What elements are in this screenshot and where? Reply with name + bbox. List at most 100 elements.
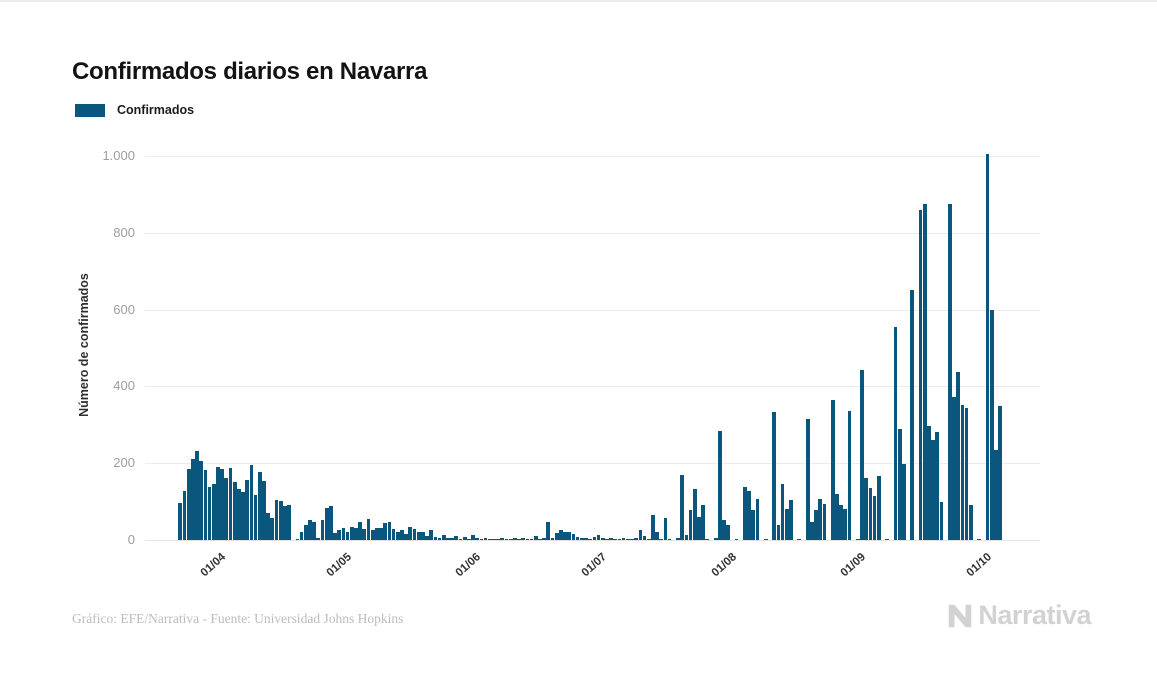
x-tick-label: 01/04 [198, 551, 229, 580]
bar [458, 538, 463, 540]
bar [550, 538, 555, 540]
y-tick-label: 600 [113, 301, 135, 317]
bar [316, 538, 321, 540]
bar [245, 480, 250, 540]
bar [412, 529, 417, 540]
bar [571, 534, 576, 540]
bar [567, 532, 572, 540]
gridline [145, 386, 1040, 388]
bar [220, 468, 224, 540]
bar [805, 419, 810, 540]
bar [947, 204, 952, 540]
bar [408, 526, 413, 540]
bar [492, 538, 496, 540]
bar [228, 468, 233, 540]
bar [692, 488, 697, 540]
bar [747, 490, 751, 540]
bar [605, 539, 609, 540]
bar [521, 537, 526, 540]
bar [270, 518, 275, 540]
bar [416, 532, 421, 540]
bar [830, 399, 835, 540]
bar [274, 499, 279, 540]
y-tick-label: 800 [113, 224, 135, 240]
bar [935, 431, 940, 540]
bar [751, 510, 756, 540]
bar [182, 491, 187, 540]
bar [617, 539, 622, 540]
bar [508, 539, 513, 540]
bar [630, 538, 634, 540]
bar [809, 521, 814, 540]
bar [391, 529, 396, 540]
bar [446, 537, 450, 540]
bar [299, 531, 304, 540]
bar [676, 538, 680, 540]
bar [763, 538, 768, 540]
gridline [145, 309, 1040, 311]
bar [241, 492, 245, 540]
bar [195, 450, 199, 540]
bar [839, 505, 843, 540]
bar [998, 405, 1002, 540]
bar [818, 498, 823, 540]
bar [667, 538, 672, 540]
narrativa-logo-icon [949, 604, 972, 627]
bar [278, 501, 283, 540]
bar [362, 529, 367, 540]
bar [625, 539, 630, 540]
bar [295, 538, 300, 540]
bar [237, 488, 241, 540]
bar [918, 209, 923, 540]
bar [663, 518, 668, 540]
bar [216, 466, 220, 540]
bar [717, 430, 722, 540]
bar [467, 539, 471, 540]
bar [538, 539, 542, 540]
legend-swatch-icon [75, 103, 105, 117]
bar [366, 518, 371, 540]
bar [855, 539, 860, 540]
bar [993, 449, 998, 540]
bar [483, 537, 488, 540]
legend-label: Confirmados [117, 103, 195, 117]
bar [588, 538, 593, 540]
bar [705, 539, 710, 540]
bar [609, 538, 613, 540]
bar [329, 506, 333, 540]
bar [186, 469, 191, 540]
bar [600, 538, 605, 540]
bar [207, 487, 212, 540]
bar [843, 508, 848, 540]
bar [642, 536, 647, 540]
bar [462, 536, 467, 540]
bar [860, 369, 864, 540]
bar [203, 470, 208, 540]
bar [684, 535, 689, 540]
bar [897, 428, 902, 540]
bar [726, 524, 731, 540]
bar [525, 539, 530, 540]
bar [450, 538, 455, 540]
bar [621, 537, 626, 540]
bar [755, 498, 760, 540]
y-axis-title-text: Número de confirmados [77, 273, 91, 417]
bar [743, 486, 747, 540]
bar [893, 326, 898, 540]
bar [425, 536, 429, 540]
bar [253, 494, 258, 540]
bar [337, 530, 342, 540]
bar [400, 530, 404, 540]
bar [504, 539, 509, 540]
bar [303, 525, 308, 540]
bar [868, 488, 873, 540]
bar [927, 425, 931, 540]
legend: Confirmados [75, 103, 194, 117]
bar [968, 505, 973, 540]
bar [789, 500, 793, 540]
footer-credit: Gráfico: EFE/Narrativa - Fuente: Univers… [72, 611, 404, 626]
bar [584, 537, 588, 540]
gridline [145, 232, 1040, 234]
bar [655, 531, 659, 540]
